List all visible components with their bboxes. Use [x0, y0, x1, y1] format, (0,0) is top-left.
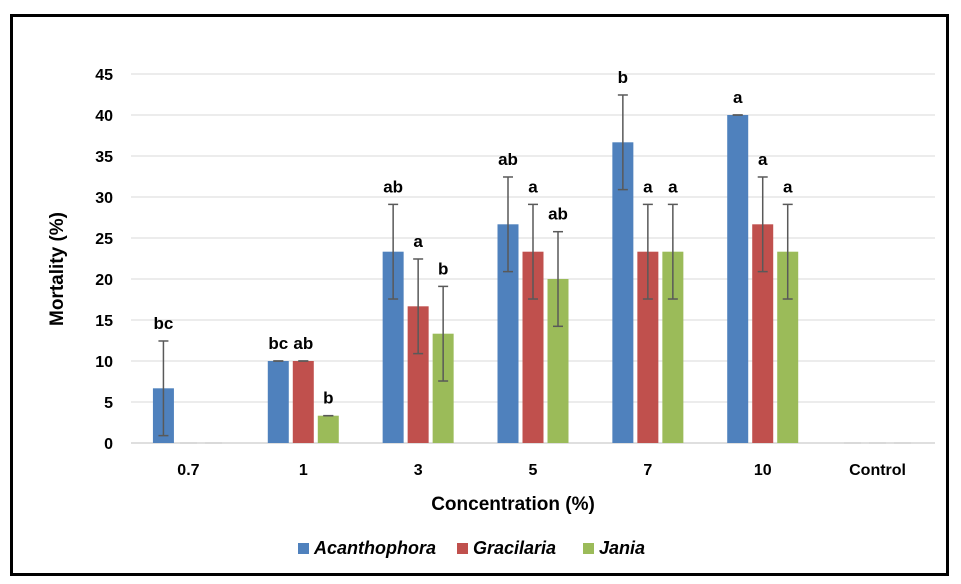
error-bar	[782, 203, 793, 300]
significance-letter: a	[783, 177, 793, 196]
error-bar	[553, 230, 563, 328]
significance-letter: bc	[154, 314, 174, 333]
significance-letter: a	[528, 177, 538, 196]
error-bar	[528, 203, 538, 300]
x-tick-label: 10	[754, 462, 772, 479]
error-bar	[667, 203, 678, 300]
x-tick-label: Control	[849, 462, 906, 479]
y-axis-ticks: 0 5 10 15 20 25 30 35 40 45	[95, 67, 113, 453]
x-axis-title: Concentration (%)	[431, 494, 595, 515]
significance-letter: a	[758, 150, 768, 169]
y-tick-label: 15	[95, 313, 113, 330]
error-bar	[642, 203, 653, 300]
x-tick-label: 1	[299, 462, 308, 479]
x-tick-label: 7	[643, 462, 652, 479]
bar	[432, 333, 454, 443]
significance-letter: a	[413, 232, 423, 251]
y-tick-label: 20	[95, 272, 113, 289]
bar	[382, 251, 404, 443]
error-bars	[158, 94, 793, 437]
legend-item: Acanthophora	[298, 538, 436, 558]
x-tick-label: 0.7	[177, 462, 199, 479]
y-tick-label: 25	[95, 231, 113, 248]
bar	[267, 361, 289, 443]
bars	[152, 115, 912, 444]
legend-label: Gracilaria	[473, 538, 556, 558]
significance-letter: ab	[498, 150, 518, 169]
legend-item: Jania	[583, 538, 645, 558]
y-tick-label: 40	[95, 108, 113, 125]
significance-letter: ab	[293, 334, 313, 353]
x-tick-label: 5	[529, 462, 538, 479]
significance-letter: a	[643, 177, 653, 196]
y-tick-label: 30	[95, 190, 113, 207]
x-tick-label: 3	[414, 462, 423, 479]
error-bar	[388, 203, 399, 300]
legend: Acanthophora Gracilaria Jania	[298, 538, 645, 558]
error-bar	[438, 285, 449, 382]
bar	[547, 279, 569, 443]
bar	[727, 115, 749, 443]
significance-letter: b	[323, 389, 333, 408]
y-tick-label: 35	[95, 149, 113, 166]
significance-letter: b	[618, 68, 628, 87]
bar	[637, 251, 659, 443]
legend-swatch	[457, 543, 468, 554]
error-bar	[413, 258, 424, 355]
bar	[777, 251, 799, 443]
bar	[292, 361, 314, 443]
error-bar	[158, 340, 169, 437]
legend-swatch	[583, 543, 594, 554]
legend-item: Gracilaria	[457, 538, 556, 558]
y-tick-label: 45	[95, 67, 113, 84]
chart-frame: bc bc ab ab b a ab a a a a b b ab a a 0 5 10 15 20 25 30 35 40 4…	[10, 14, 949, 576]
legend-label: Acanthophora	[313, 538, 436, 558]
bar	[317, 415, 339, 443]
significance-letter: b	[438, 259, 448, 278]
y-tick-label: 10	[95, 354, 113, 371]
bar	[522, 251, 544, 443]
significance-letter: a	[733, 88, 743, 107]
x-axis-ticks: 0.7 1 3 5 7 10 Control	[177, 462, 906, 479]
bar	[662, 251, 684, 443]
bar	[752, 224, 774, 443]
significance-letter: ab	[548, 205, 568, 224]
y-tick-label: 5	[104, 395, 113, 412]
bar	[497, 224, 519, 443]
legend-label: Jania	[599, 538, 645, 558]
significance-letter: a	[668, 177, 678, 196]
legend-swatch	[298, 543, 309, 554]
significance-letter: ab	[383, 177, 403, 196]
error-bar	[503, 176, 513, 273]
y-tick-label: 0	[104, 436, 113, 453]
bar	[407, 306, 429, 443]
error-bar	[617, 94, 628, 191]
error-bar	[757, 176, 768, 273]
bar	[612, 142, 634, 443]
y-axis-title: Mortality (%)	[47, 212, 68, 326]
significance-letter: bc	[268, 334, 288, 353]
